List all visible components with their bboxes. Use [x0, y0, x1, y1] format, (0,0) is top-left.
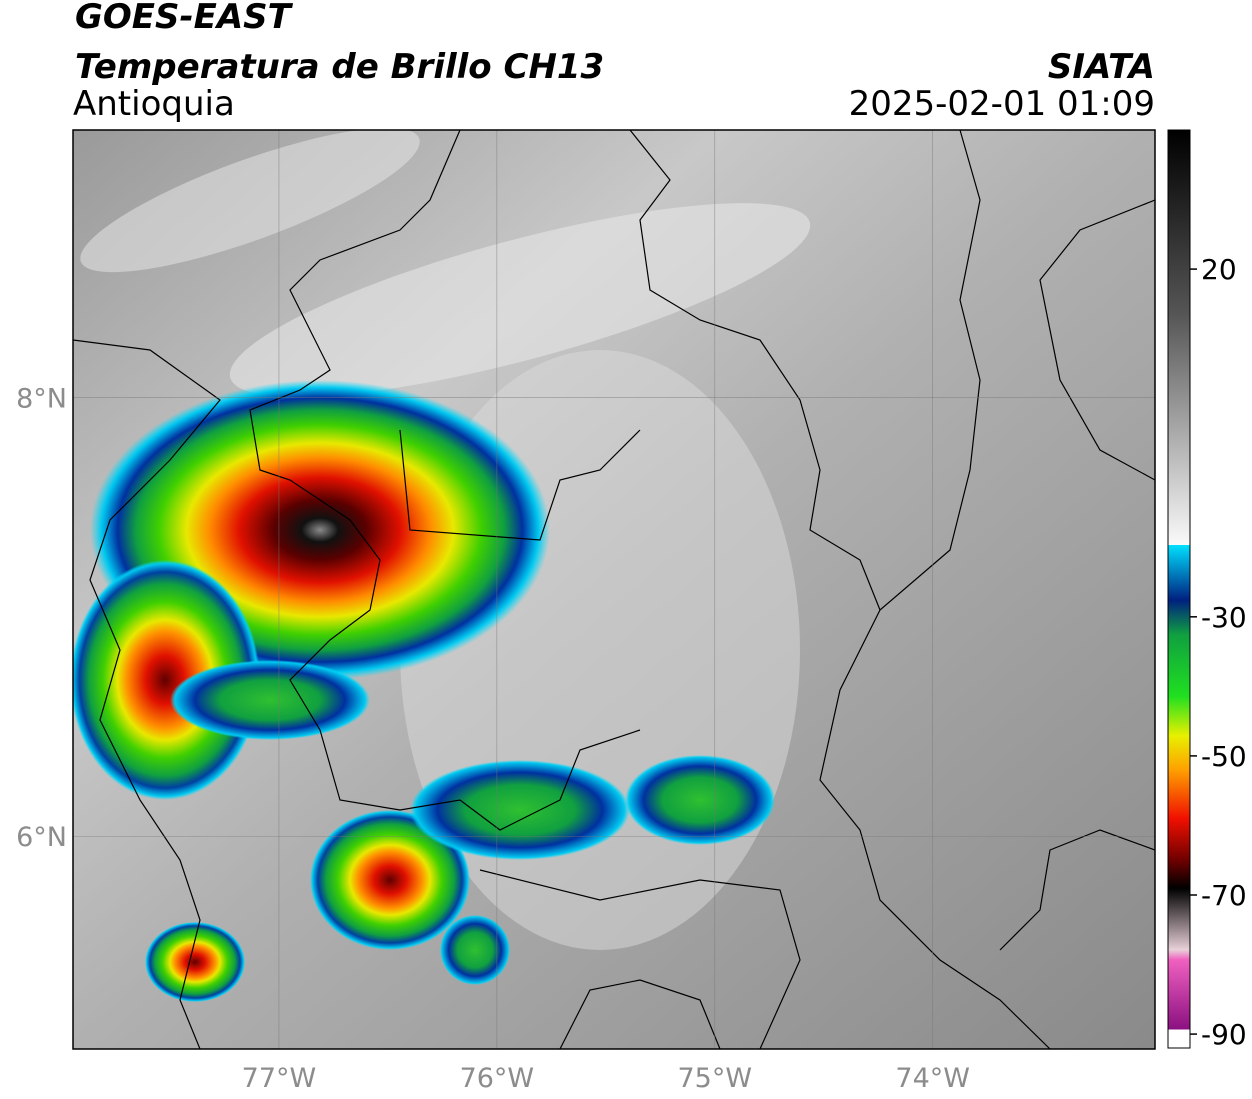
agency: SIATA — [1048, 47, 1155, 87]
region: Antioquia — [73, 84, 235, 124]
storm-cell — [170, 660, 370, 740]
x-tick-label: 77°W — [242, 1063, 317, 1094]
colorbar-tick-label: -90 — [1201, 1018, 1247, 1051]
storm-cell — [625, 755, 775, 845]
map-area — [73, 130, 1155, 1049]
colorbar — [1167, 129, 1191, 1049]
border — [1039, 199, 1155, 481]
colorbar-tick-label: -30 — [1201, 601, 1247, 634]
x-tick-label: 75°W — [678, 1063, 753, 1094]
border — [559, 979, 721, 1049]
colorbar-tick-label: -70 — [1201, 879, 1247, 912]
storm-cell — [410, 760, 630, 860]
datetime: 2025-02-01 01:09 — [849, 84, 1155, 124]
border — [73, 339, 221, 1049]
colorbar-tick-label: 20 — [1201, 253, 1237, 286]
borders — [73, 130, 1155, 1049]
storm-cell — [145, 922, 245, 1002]
border — [999, 829, 1155, 951]
y-tick-label: 8°N — [16, 384, 67, 415]
border — [629, 130, 981, 612]
graticule — [73, 130, 1155, 1049]
title: GOES-EAST — [75, 0, 294, 37]
x-tick-label: 74°W — [895, 1063, 970, 1094]
x-tick-label: 76°W — [460, 1063, 535, 1094]
map-frame — [72, 129, 1156, 1050]
y-tick-label: 6°N — [16, 822, 67, 853]
cloud — [229, 203, 811, 397]
border — [819, 609, 1051, 1049]
storm-cell — [73, 560, 260, 800]
storm-cell — [440, 915, 510, 985]
cloud — [80, 130, 420, 273]
colorbar-tick-label: -50 — [1201, 740, 1247, 773]
border — [399, 429, 641, 541]
storm-cell — [310, 810, 470, 950]
border — [479, 869, 801, 1049]
subtitle: Temperatura de Brillo CH13 — [75, 47, 604, 87]
border — [249, 130, 641, 831]
